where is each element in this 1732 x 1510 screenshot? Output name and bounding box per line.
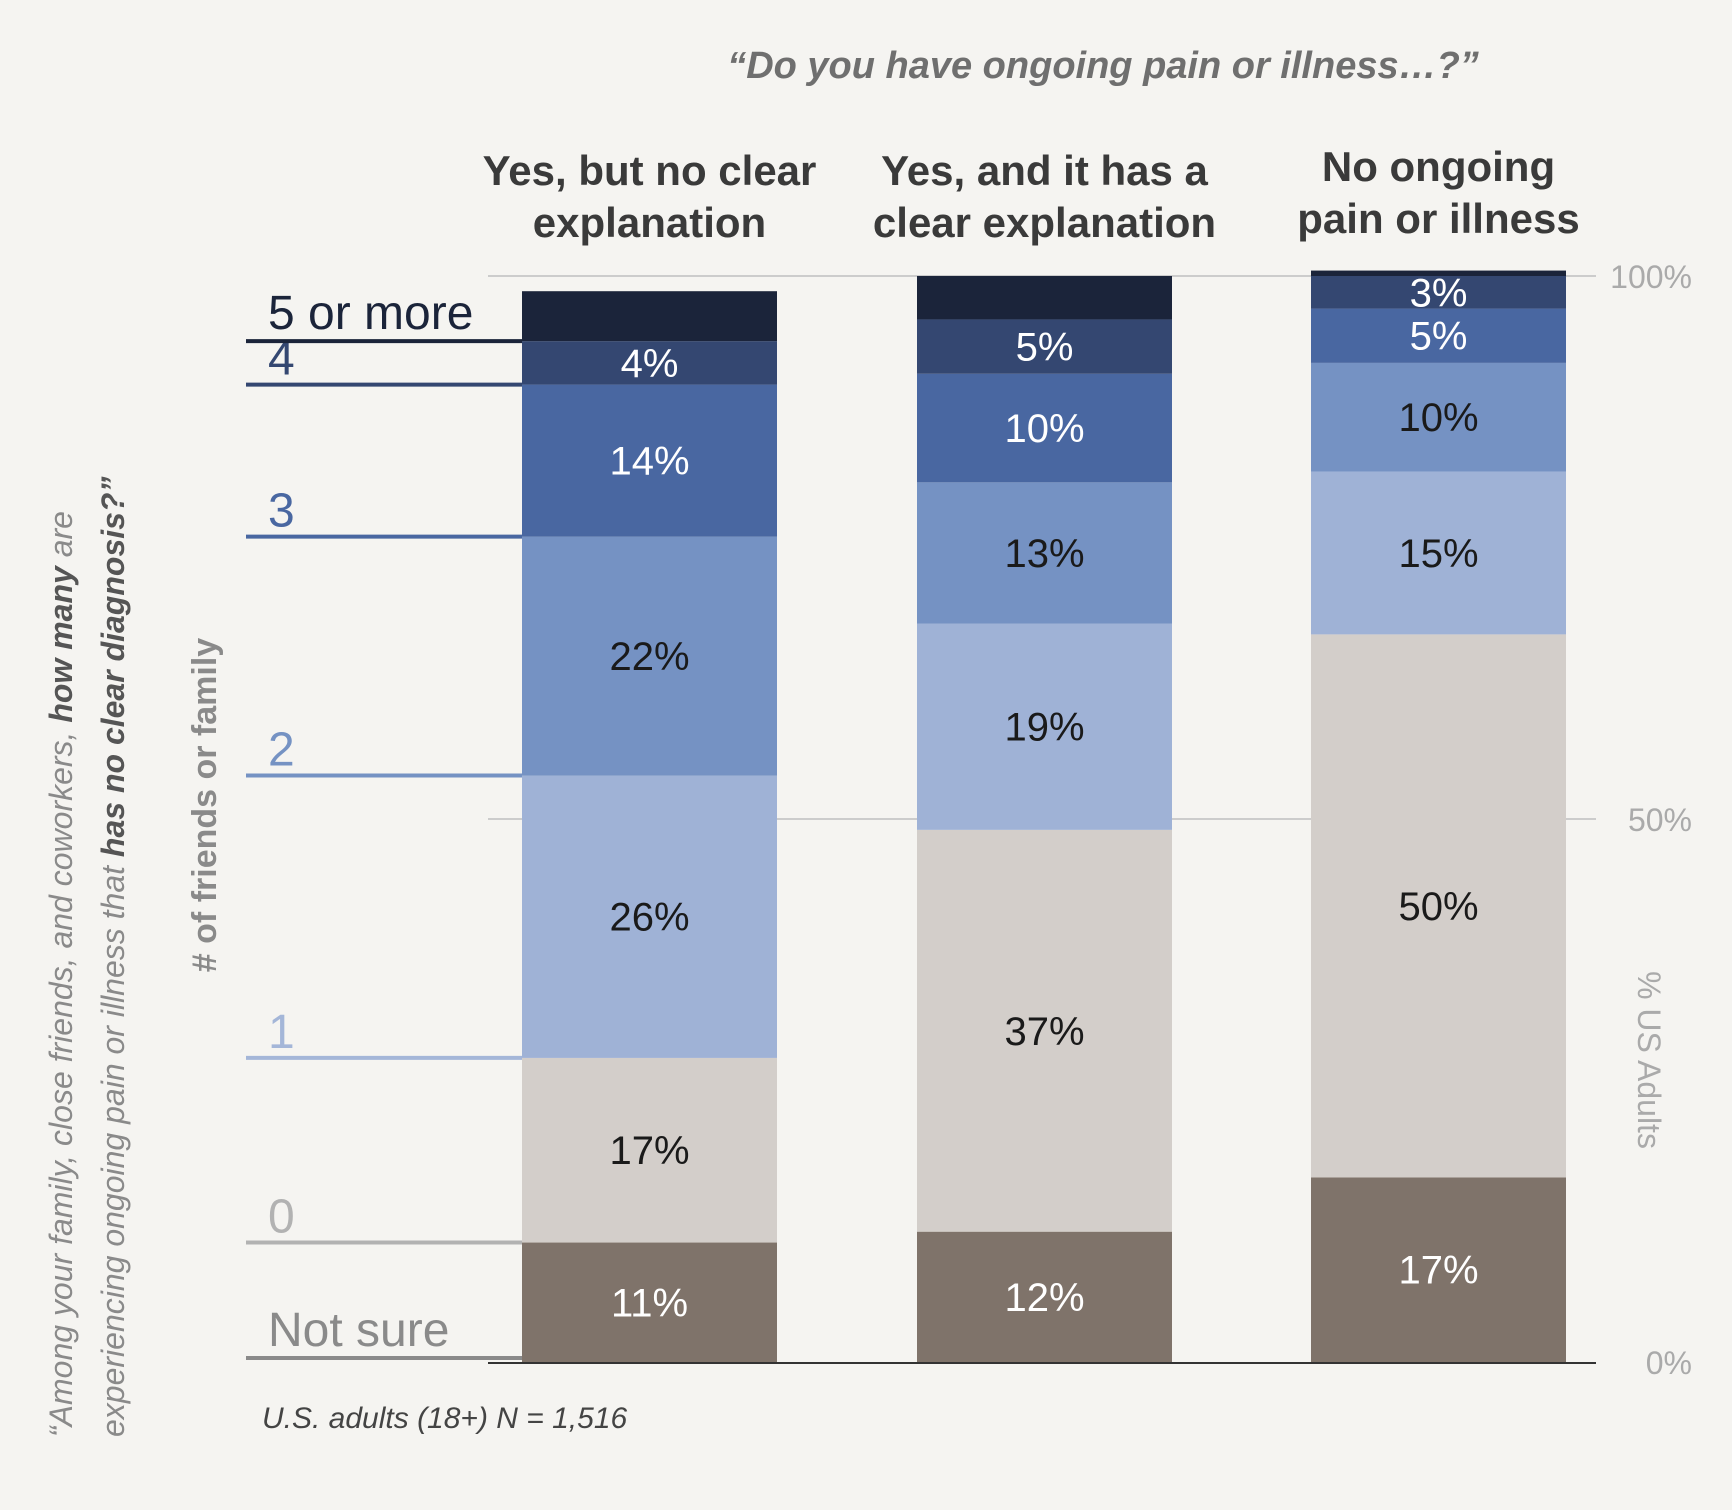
legend-label: 2: [268, 724, 295, 777]
bar-segment: [917, 373, 1172, 483]
bar-segment: [1311, 270, 1566, 276]
data-label: 22%: [609, 635, 689, 679]
data-label: 10%: [1398, 396, 1478, 440]
column-header: Yes, and it has a: [881, 147, 1208, 194]
data-label: 17%: [609, 1129, 689, 1173]
question-line-1: “Among your family, close friends, and c…: [43, 511, 79, 1437]
bar-segment: [917, 319, 1172, 374]
bar-segment: [1311, 362, 1566, 472]
bar-segment: [1311, 471, 1566, 635]
data-label: 11%: [611, 1281, 688, 1325]
bar-segment: [1311, 276, 1566, 309]
question-line-2-text: experiencing ongoing pain or illness tha…: [95, 857, 131, 1437]
bar-segment: [1311, 634, 1566, 1178]
legend-label: 0: [268, 1191, 295, 1244]
bar-segment: [1311, 308, 1566, 363]
data-label: 10%: [1004, 407, 1084, 451]
bar-segment: [522, 1242, 777, 1362]
x-axis-title: # of friends or family: [186, 638, 224, 972]
bar-segment: [522, 775, 777, 1058]
bar-segment: [1311, 1177, 1566, 1362]
bar-segment: [917, 623, 1172, 830]
bar-segment: [917, 482, 1172, 624]
legend-label: 5 or more: [268, 287, 473, 340]
question-line-1-end: are: [43, 511, 79, 566]
legend-label: Not sure: [268, 1304, 449, 1357]
legend-label: 1: [268, 1006, 295, 1059]
bar-stack: 12% 37% 19% 13% 10% 5%: [917, 276, 1172, 1362]
bar-segment: [522, 384, 777, 537]
bar-segment: [522, 1057, 777, 1243]
data-label: 12%: [1004, 1276, 1084, 1320]
data-label: 37%: [1004, 1010, 1084, 1054]
data-label: 5%: [1016, 326, 1074, 370]
bar-stack: 11% 17% 26% 22% 14% 4%: [522, 291, 777, 1362]
bar-segment: [522, 536, 777, 776]
y-axis-title: % US Adults: [1631, 971, 1667, 1149]
bar-segment: [917, 829, 1172, 1232]
question-line-2: experiencing ongoing pain or illness tha…: [95, 477, 131, 1437]
data-label: 50%: [1398, 885, 1478, 929]
y-tick-label: 0%: [1646, 1345, 1692, 1381]
column-header: pain or illness: [1297, 195, 1579, 242]
data-label: 17%: [1398, 1249, 1478, 1293]
question-line-1-bold: how many: [43, 564, 79, 723]
bar-stack: 17% 50% 15% 10% 5%3%: [1311, 270, 1566, 1362]
column-header: No ongoing: [1322, 143, 1555, 190]
data-label: 19%: [1004, 706, 1084, 750]
column-header: clear explanation: [873, 199, 1216, 246]
data-label: 13%: [1004, 532, 1084, 576]
data-label: 4%: [621, 342, 679, 386]
bar-segment: [522, 341, 777, 385]
bar-segment: [917, 276, 1172, 320]
sample-note: U.S. adults (18+) N = 1,516: [262, 1402, 628, 1435]
bar-segment: [917, 1231, 1172, 1362]
data-label: 26%: [609, 896, 689, 940]
data-label: 15%: [1398, 532, 1478, 576]
y-tick-label: 50%: [1628, 802, 1692, 838]
question-line-1-text: “Among your family, close friends, and c…: [43, 723, 79, 1437]
bar-segment: [522, 291, 777, 342]
question-line-2-bold: has no clear diagnosis?”: [95, 477, 131, 858]
column-header: explanation: [533, 199, 766, 246]
data-label: 3%: [1410, 271, 1468, 315]
data-label: 5%: [1410, 315, 1468, 359]
data-label: 14%: [609, 440, 689, 484]
column-header: Yes, but no clear: [483, 147, 817, 194]
y-tick-label: 100%: [1610, 259, 1692, 295]
legend-label: 3: [268, 485, 295, 538]
chart-subtitle: “Do you have ongoing pain or illness…?”: [727, 45, 1479, 87]
